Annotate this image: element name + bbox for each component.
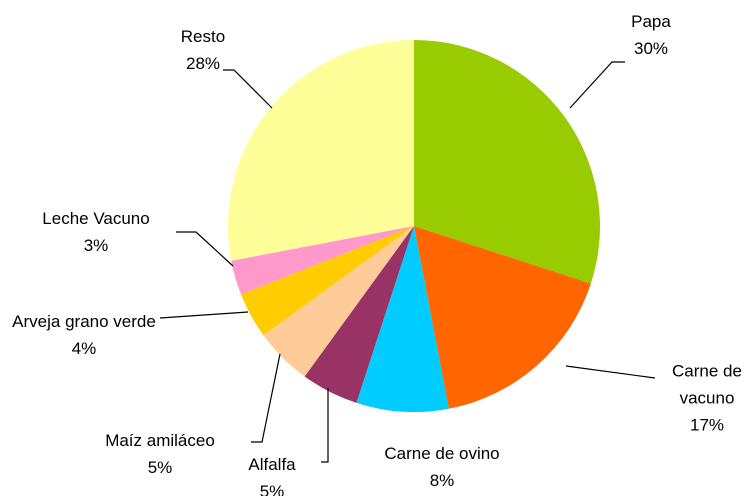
category-label: Arveja grano verde xyxy=(12,312,156,331)
value-label: 30% xyxy=(633,39,669,58)
category-label: Carne de ovino xyxy=(384,444,500,463)
value-label: 8% xyxy=(429,471,455,490)
value-label: 17% xyxy=(689,415,725,435)
category-label: Maíz amiláceo xyxy=(105,431,215,450)
pie-slice xyxy=(227,40,414,261)
leader-line xyxy=(176,231,234,267)
category-label: Resto xyxy=(180,27,226,46)
leader-line xyxy=(565,365,656,379)
leader-line xyxy=(159,311,249,319)
value-label: 3% xyxy=(83,236,109,255)
value-label: 5% xyxy=(259,482,285,496)
pie-slice xyxy=(356,226,449,412)
pie-slice xyxy=(231,226,414,295)
pie-slice xyxy=(241,226,414,336)
leader-line xyxy=(321,388,329,463)
leader-lines xyxy=(159,61,656,463)
slice-label: Carne de vacuno 17% xyxy=(657,358,753,439)
slice-label: Arveja grano verde 4% xyxy=(4,308,164,362)
value-label: 4% xyxy=(71,339,97,358)
category-label: Carne de vacuno xyxy=(672,361,742,408)
slice-label: Maíz amiláceo 5% xyxy=(85,427,235,481)
leader-line xyxy=(569,61,625,109)
leader-line xyxy=(251,353,281,443)
slice-label: Resto 28% xyxy=(163,23,243,77)
slice-label: Leche Vacuno 3% xyxy=(21,205,171,259)
value-label: 28% xyxy=(185,54,221,73)
category-label: Leche Vacuno xyxy=(42,209,150,228)
category-label: Alfalfa xyxy=(248,455,296,474)
pie-slice xyxy=(263,226,414,377)
category-label: Papa xyxy=(631,12,671,31)
slice-label: Alfalfa 5% xyxy=(227,451,317,496)
pie-slice xyxy=(414,226,591,409)
leader-line xyxy=(223,69,273,109)
slice-label: Carne de ovino 8% xyxy=(362,440,522,494)
value-label: 5% xyxy=(147,458,173,477)
pie-slice xyxy=(304,226,414,403)
pie-slice xyxy=(414,40,600,284)
slice-label: Papa 30% xyxy=(611,8,691,62)
